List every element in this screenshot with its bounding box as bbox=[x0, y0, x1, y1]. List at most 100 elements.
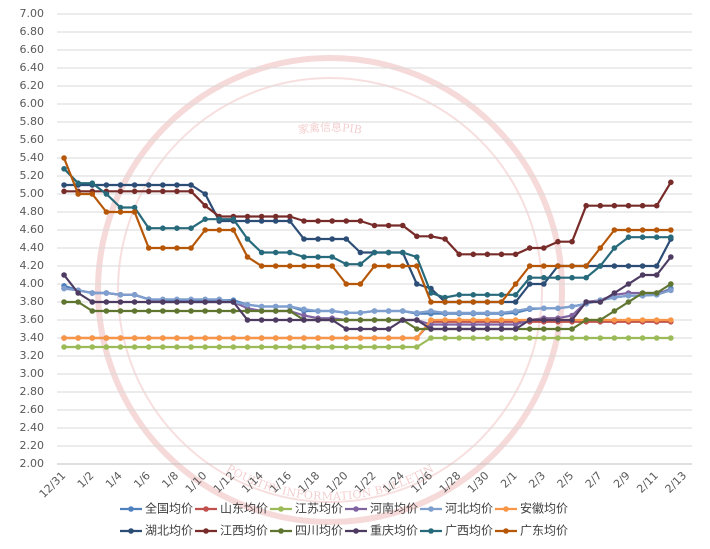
data-point bbox=[653, 317, 660, 323]
data-point bbox=[526, 305, 533, 312]
data-point bbox=[484, 299, 491, 305]
data-point bbox=[668, 234, 674, 240]
y-tick-label: 6.60 bbox=[20, 43, 45, 56]
data-point bbox=[174, 344, 180, 350]
data-point bbox=[442, 236, 448, 242]
data-point bbox=[343, 218, 350, 224]
data-point bbox=[202, 308, 208, 314]
data-point bbox=[244, 213, 251, 220]
data-point bbox=[61, 272, 67, 278]
data-point bbox=[329, 218, 335, 224]
data-point bbox=[470, 321, 477, 328]
data-point bbox=[625, 263, 632, 269]
data-point bbox=[329, 308, 335, 314]
data-point bbox=[371, 249, 378, 256]
data-point bbox=[188, 308, 194, 314]
data-point bbox=[188, 188, 194, 195]
data-point bbox=[61, 299, 67, 305]
data-point bbox=[145, 308, 152, 314]
legend-marker bbox=[128, 528, 134, 534]
data-point bbox=[258, 335, 265, 341]
data-point bbox=[258, 218, 265, 224]
data-point bbox=[371, 317, 378, 323]
data-point bbox=[428, 335, 434, 341]
data-point bbox=[188, 245, 194, 251]
legend-label: 湖北均价 bbox=[145, 523, 193, 538]
data-point bbox=[75, 299, 81, 305]
data-point bbox=[399, 263, 406, 269]
data-point bbox=[668, 287, 674, 294]
data-point bbox=[202, 216, 208, 222]
data-point bbox=[287, 335, 293, 341]
data-point bbox=[526, 274, 533, 281]
y-tick-label: 4.60 bbox=[20, 223, 45, 236]
legend-marker bbox=[503, 528, 509, 534]
data-point bbox=[498, 321, 505, 328]
y-tick-label: 2.80 bbox=[20, 385, 45, 398]
data-point bbox=[174, 308, 180, 314]
data-point bbox=[117, 344, 124, 350]
y-tick-label: 4.80 bbox=[20, 205, 45, 218]
y-tick-label: 2.00 bbox=[20, 457, 45, 470]
data-point bbox=[75, 335, 81, 341]
data-point bbox=[131, 335, 138, 341]
data-point bbox=[188, 344, 194, 350]
data-point bbox=[399, 249, 406, 256]
data-point bbox=[315, 218, 321, 224]
data-point bbox=[315, 317, 321, 323]
series bbox=[61, 317, 674, 341]
data-point bbox=[75, 191, 81, 197]
data-point bbox=[399, 308, 406, 314]
legend-marker bbox=[203, 506, 209, 512]
legend-item: 四川均价 bbox=[270, 524, 343, 538]
data-point bbox=[555, 238, 561, 245]
data-point bbox=[512, 251, 519, 258]
data-point bbox=[160, 335, 166, 341]
data-point bbox=[103, 299, 110, 305]
data-point bbox=[399, 344, 406, 350]
data-point bbox=[442, 321, 448, 328]
data-point bbox=[343, 326, 350, 332]
data-point bbox=[526, 263, 533, 269]
data-point bbox=[174, 225, 180, 231]
data-point bbox=[484, 251, 491, 258]
data-point bbox=[385, 263, 392, 269]
data-point bbox=[583, 274, 589, 281]
data-point bbox=[371, 326, 378, 332]
data-point bbox=[653, 290, 660, 296]
data-point bbox=[287, 249, 293, 256]
data-point bbox=[555, 263, 561, 269]
data-point bbox=[103, 191, 110, 197]
data-point bbox=[611, 294, 618, 301]
data-point bbox=[456, 251, 462, 258]
data-point bbox=[131, 344, 138, 350]
data-point bbox=[89, 180, 96, 186]
data-point bbox=[512, 335, 519, 341]
y-tick-label: 6.20 bbox=[20, 79, 45, 92]
data-point bbox=[456, 326, 462, 332]
data-point bbox=[371, 344, 378, 350]
data-point bbox=[329, 236, 335, 242]
data-point bbox=[639, 202, 646, 209]
data-point bbox=[639, 335, 646, 341]
data-point bbox=[216, 227, 223, 233]
data-point bbox=[244, 236, 251, 242]
data-point bbox=[512, 317, 519, 323]
data-point bbox=[131, 182, 138, 188]
data-point bbox=[541, 305, 547, 312]
data-point bbox=[470, 292, 477, 298]
y-tick-label: 5.60 bbox=[20, 133, 45, 146]
data-point bbox=[230, 335, 237, 341]
y-tick-label: 3.80 bbox=[20, 295, 45, 308]
data-point bbox=[470, 335, 477, 341]
data-point bbox=[287, 263, 293, 269]
data-point bbox=[456, 321, 462, 328]
data-point bbox=[470, 310, 477, 316]
data-point bbox=[145, 225, 152, 231]
data-point bbox=[174, 299, 180, 305]
data-point bbox=[103, 209, 110, 215]
data-point bbox=[611, 202, 618, 209]
legend-item: 江西均价 bbox=[195, 524, 268, 538]
